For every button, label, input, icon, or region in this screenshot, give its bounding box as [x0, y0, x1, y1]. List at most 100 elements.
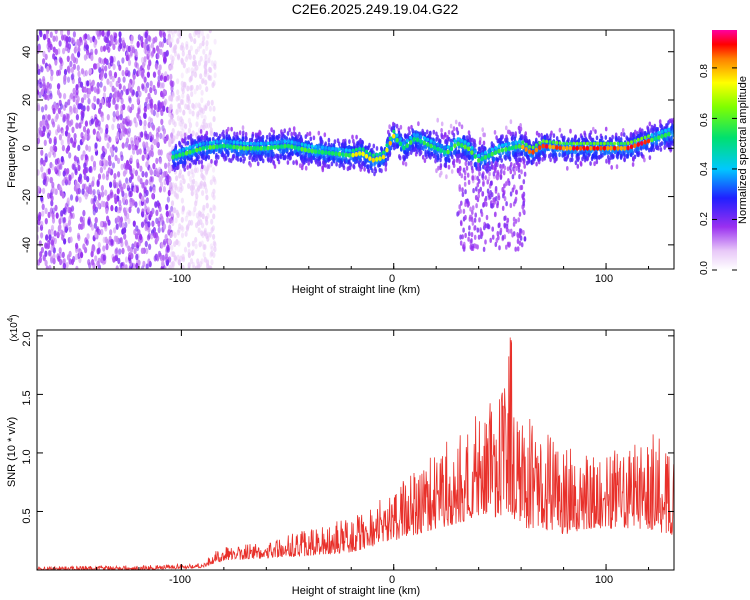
heatmap-cell: [148, 243, 152, 250]
heatmap-cell: [93, 164, 97, 171]
heatmap-cell: [364, 153, 369, 159]
heatmap-cell: [49, 207, 54, 214]
heatmap-cell: [97, 87, 101, 95]
heatmap-cell: [380, 168, 383, 174]
heatmap-cell: [145, 197, 149, 204]
heatmap-cell: [197, 185, 201, 192]
heatmap-cell: [570, 152, 574, 158]
heatmap-cell: [286, 131, 290, 136]
heatmap-cell: [56, 169, 60, 176]
heatmap-cell: [368, 156, 372, 162]
heatmap-cell: [116, 188, 120, 195]
heatmap-cell: [460, 173, 464, 179]
heatmap-cell: [435, 168, 438, 174]
heatmap-cell: [176, 229, 180, 236]
heatmap-cell: [488, 171, 491, 177]
heatmap-cell: [77, 144, 81, 151]
heatmap-cell: [114, 146, 118, 153]
heatmap-cell: [156, 81, 161, 89]
heatmap-cell: [461, 191, 465, 198]
heatmap-cell: [283, 143, 287, 149]
heatmap-cell: [141, 170, 145, 178]
heatmap-cell: [108, 136, 112, 143]
heatmap-cell: [158, 205, 162, 213]
heatmap-cell: [182, 109, 186, 116]
heatmap-cell: [204, 122, 208, 129]
heatmap-cell: [480, 211, 484, 217]
heatmap-cell: [269, 145, 274, 151]
heatmap-cell: [65, 262, 69, 269]
heatmap-cell: [124, 192, 128, 200]
heatmap-cell: [106, 170, 110, 177]
heatmap-cell: [411, 128, 415, 134]
heatmap-cell: [148, 36, 152, 43]
heatmap-cell: [227, 126, 230, 132]
heatmap-cell: [42, 75, 46, 83]
heatmap-cell: [570, 157, 574, 163]
heatmap-cell: [368, 152, 372, 156]
heatmap-cell: [46, 132, 51, 139]
heatmap-cell: [156, 253, 160, 261]
heatmap-cell: [218, 143, 223, 149]
heatmap-cell: [144, 240, 148, 248]
heatmap-cell: [99, 58, 103, 65]
heatmap-cell: [212, 105, 216, 112]
heatmap-cell: [213, 246, 217, 253]
heatmap-cell: [229, 140, 233, 144]
heatmap-cell: [198, 142, 202, 146]
heatmap-cell: [178, 152, 182, 158]
heatmap-cell: [64, 44, 68, 52]
heatmap-cell: [168, 30, 173, 34]
heatmap-cell: [483, 164, 487, 171]
heatmap-cell: [468, 231, 471, 237]
heatmap-cell: [197, 159, 201, 165]
heatmap-cell: [85, 52, 89, 59]
heatmap-cell: [307, 161, 311, 166]
heatmap-cell: [180, 216, 184, 223]
heatmap-cell: [522, 179, 526, 185]
heatmap-cell: [266, 145, 270, 151]
heatmap-cell: [236, 157, 240, 162]
heatmap-cell: [212, 188, 216, 195]
heatmap-cell: [181, 147, 185, 152]
heatmap-cell: [159, 132, 163, 140]
heatmap-cell: [419, 150, 423, 155]
heatmap-cell: [314, 144, 318, 149]
heatmap-cell: [543, 135, 547, 141]
heatmap-cell: [193, 206, 197, 213]
heatmap-cell: [186, 85, 190, 92]
heatmap-cell: [127, 127, 131, 134]
heatmap-cell: [122, 182, 126, 190]
heatmap-cell: [186, 140, 190, 146]
heatmap-cell: [84, 193, 88, 200]
heatmap-cell: [74, 57, 79, 64]
heatmap-cell: [538, 156, 542, 162]
heatmap-cell: [37, 214, 42, 221]
heatmap-cell: [437, 155, 440, 161]
heatmap-cell: [159, 82, 163, 89]
heatmap-cell: [142, 260, 146, 268]
heatmap-cell: [381, 154, 386, 160]
heatmap-cell: [81, 188, 85, 195]
heatmap-cell: [90, 85, 94, 92]
heatmap-cell: [166, 179, 170, 186]
heatmap-cell: [516, 238, 520, 244]
heatmap-cell: [188, 76, 192, 83]
heatmap-cell: [303, 160, 306, 165]
heatmap-cell: [317, 149, 321, 155]
heatmap-cell: [468, 155, 472, 161]
heatmap-cell: [481, 173, 484, 179]
heatmap-cell: [457, 153, 461, 159]
heatmap-cell: [484, 223, 488, 229]
heatmap-cell: [300, 155, 304, 160]
heatmap-cell: [90, 155, 94, 162]
heatmap-cell: [44, 104, 48, 111]
heatmap-cell: [91, 79, 95, 87]
heatmap-cell: [447, 129, 451, 135]
heatmap-cell: [115, 250, 119, 257]
heatmap-cell: [500, 169, 503, 175]
heatmap-cell: [209, 127, 213, 134]
heatmap-cell: [170, 205, 174, 213]
heatmap-cell: [518, 157, 522, 163]
